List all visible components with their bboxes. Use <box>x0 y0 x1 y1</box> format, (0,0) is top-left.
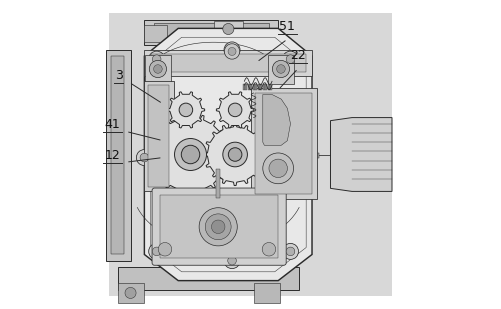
Circle shape <box>269 159 288 178</box>
Polygon shape <box>150 114 231 195</box>
Text: 41: 41 <box>105 118 121 131</box>
Circle shape <box>211 220 225 234</box>
FancyBboxPatch shape <box>263 84 265 90</box>
Circle shape <box>283 51 299 67</box>
FancyBboxPatch shape <box>266 84 268 90</box>
FancyBboxPatch shape <box>144 81 174 191</box>
Circle shape <box>223 23 234 35</box>
Polygon shape <box>216 92 254 128</box>
Circle shape <box>224 44 240 59</box>
FancyBboxPatch shape <box>118 267 299 290</box>
FancyBboxPatch shape <box>152 188 286 265</box>
Circle shape <box>140 153 149 162</box>
Circle shape <box>174 138 206 171</box>
Polygon shape <box>204 123 266 186</box>
Circle shape <box>286 55 295 63</box>
Circle shape <box>224 42 240 58</box>
Circle shape <box>152 247 161 256</box>
FancyBboxPatch shape <box>253 84 255 90</box>
FancyBboxPatch shape <box>150 53 306 72</box>
FancyBboxPatch shape <box>154 23 269 41</box>
FancyBboxPatch shape <box>315 153 319 158</box>
Circle shape <box>295 150 311 166</box>
FancyBboxPatch shape <box>145 54 170 84</box>
Circle shape <box>199 208 237 246</box>
Polygon shape <box>167 92 204 128</box>
FancyBboxPatch shape <box>148 85 169 187</box>
Circle shape <box>179 103 193 117</box>
Circle shape <box>149 51 165 67</box>
Circle shape <box>136 150 152 166</box>
Circle shape <box>152 55 161 63</box>
Circle shape <box>263 153 294 184</box>
Circle shape <box>149 60 166 78</box>
FancyBboxPatch shape <box>144 25 167 42</box>
Circle shape <box>228 148 242 161</box>
FancyBboxPatch shape <box>250 88 317 199</box>
Circle shape <box>262 243 276 256</box>
Circle shape <box>277 65 285 73</box>
FancyBboxPatch shape <box>243 84 244 90</box>
FancyBboxPatch shape <box>213 21 243 38</box>
Polygon shape <box>331 118 392 191</box>
FancyBboxPatch shape <box>160 195 278 258</box>
FancyBboxPatch shape <box>269 54 294 84</box>
Circle shape <box>299 153 307 162</box>
FancyBboxPatch shape <box>271 84 273 90</box>
Text: 3: 3 <box>115 69 123 82</box>
FancyBboxPatch shape <box>255 93 312 194</box>
FancyBboxPatch shape <box>245 84 247 90</box>
Circle shape <box>228 46 236 54</box>
FancyBboxPatch shape <box>261 84 262 90</box>
FancyBboxPatch shape <box>118 283 144 303</box>
Circle shape <box>228 256 236 265</box>
Circle shape <box>228 103 242 117</box>
Circle shape <box>228 48 236 55</box>
FancyBboxPatch shape <box>106 50 131 260</box>
FancyBboxPatch shape <box>216 169 220 198</box>
FancyBboxPatch shape <box>256 84 257 90</box>
FancyBboxPatch shape <box>250 84 252 90</box>
Circle shape <box>286 247 295 256</box>
Polygon shape <box>144 28 312 281</box>
FancyBboxPatch shape <box>258 84 260 90</box>
FancyBboxPatch shape <box>254 283 280 303</box>
Text: 22: 22 <box>290 49 306 62</box>
FancyBboxPatch shape <box>109 13 392 296</box>
Circle shape <box>181 145 200 164</box>
FancyBboxPatch shape <box>248 84 249 90</box>
Circle shape <box>224 253 240 269</box>
Circle shape <box>273 60 290 78</box>
Circle shape <box>158 243 172 256</box>
Circle shape <box>205 214 231 240</box>
Text: 12: 12 <box>105 149 121 162</box>
Circle shape <box>223 142 247 167</box>
Circle shape <box>125 287 136 298</box>
FancyBboxPatch shape <box>111 56 124 255</box>
Text: 51: 51 <box>280 20 296 33</box>
Circle shape <box>154 65 162 73</box>
Circle shape <box>283 243 299 259</box>
Polygon shape <box>263 95 291 145</box>
Circle shape <box>149 243 165 259</box>
FancyBboxPatch shape <box>268 84 270 90</box>
FancyBboxPatch shape <box>144 20 278 45</box>
FancyBboxPatch shape <box>144 50 312 76</box>
